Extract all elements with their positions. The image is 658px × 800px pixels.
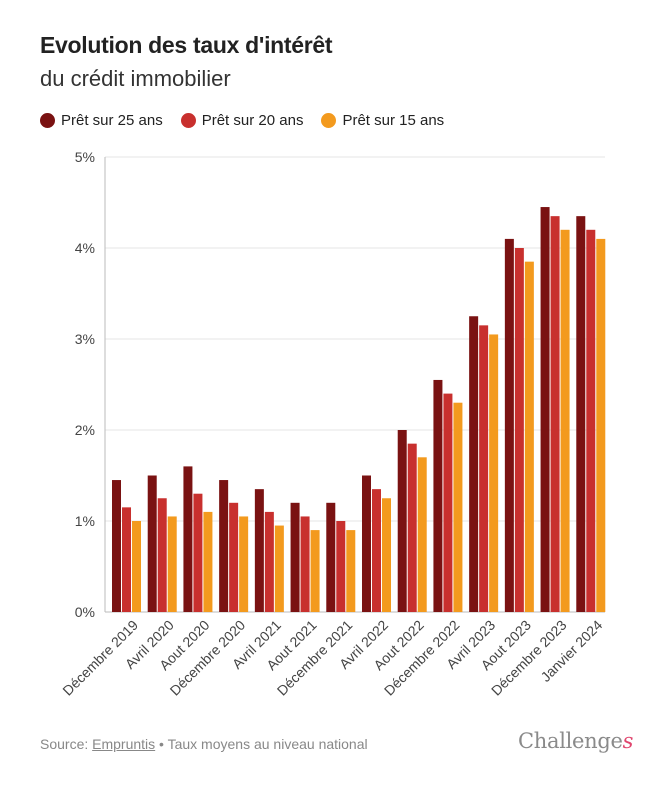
bar [586, 229, 596, 613]
source-suffix: • Taux moyens au niveau national [155, 736, 368, 752]
bar [346, 530, 356, 612]
y-tick-label: 1% [75, 513, 95, 529]
bar [443, 393, 453, 612]
bar [362, 475, 371, 612]
legend-item-15: Prêt sur 15 ans [321, 112, 444, 129]
legend-dot-25 [40, 113, 55, 128]
brand-logo: Challenges [518, 729, 633, 753]
y-tick-label: 2% [75, 422, 95, 438]
bar [300, 516, 310, 612]
bar [560, 229, 570, 613]
bar [290, 502, 300, 612]
bar [596, 238, 606, 612]
bar [397, 430, 407, 612]
bar [504, 238, 514, 612]
brand-main: Challenge [518, 729, 623, 753]
bar [489, 334, 499, 612]
bar [229, 502, 239, 612]
bar [157, 498, 167, 612]
source-prefix: Source: [40, 736, 93, 752]
bar [132, 521, 141, 612]
y-tick-label: 3% [75, 331, 95, 347]
bar [147, 475, 157, 612]
bar [550, 216, 560, 612]
bar [469, 316, 479, 612]
bar [219, 480, 229, 612]
legend-dot-15 [321, 113, 337, 128]
bar [254, 489, 264, 612]
bar [239, 516, 249, 612]
chart-title: Evolution des taux d'intérêt [40, 32, 333, 58]
legend: Prêt sur 25 ans Prêt sur 20 ans Prêt sur… [40, 112, 462, 129]
bar [167, 516, 177, 612]
bar [407, 443, 417, 612]
bar [274, 525, 284, 612]
legend-label-25: Prêt sur 25 ans [61, 112, 163, 129]
bar [112, 480, 121, 612]
bar [310, 530, 320, 612]
y-tick-label: 5% [75, 149, 95, 165]
bar [372, 489, 381, 612]
bar [576, 216, 586, 612]
legend-item-25: Prêt sur 25 ans [40, 112, 163, 129]
bar [479, 325, 489, 612]
legend-label-20: Prêt sur 20 ans [201, 112, 304, 129]
bar [540, 207, 550, 613]
source-link[interactable]: Empruntis [92, 736, 156, 752]
bar [417, 457, 427, 612]
bar [433, 379, 443, 612]
y-tick-label: 4% [75, 240, 95, 256]
bar [336, 521, 346, 612]
bar [264, 511, 274, 612]
bar [514, 248, 524, 612]
bar [193, 493, 203, 612]
bar [382, 498, 391, 612]
bar [183, 466, 193, 612]
legend-item-20: Prêt sur 20 ans [180, 112, 304, 129]
bar [524, 261, 534, 612]
source-note: Source: Empruntis • Taux moyens au nivea… [40, 736, 368, 752]
bar [122, 507, 131, 612]
bar [326, 502, 336, 612]
bar [453, 402, 463, 612]
chart-subtitle: du crédit immobilier [40, 66, 231, 91]
bar [203, 511, 213, 612]
y-tick-label: 0% [75, 604, 95, 620]
brand-accent: s [622, 729, 634, 753]
legend-label-15: Prêt sur 15 ans [342, 112, 445, 129]
legend-dot-20 [180, 113, 196, 128]
